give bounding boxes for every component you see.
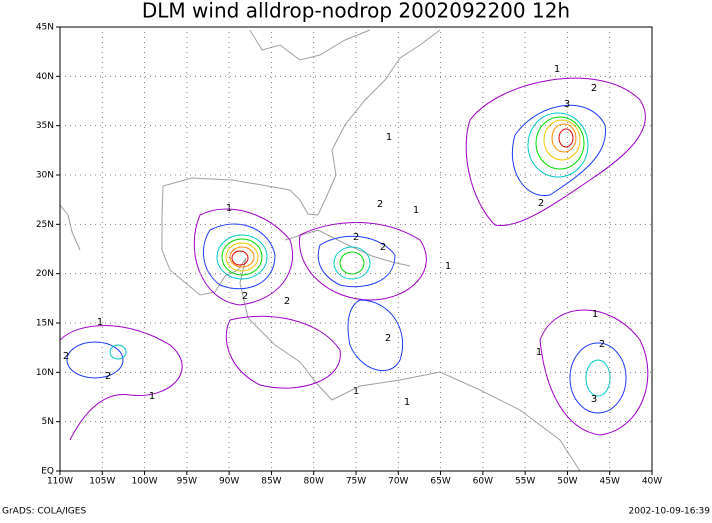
contour-label: 1 [226, 203, 232, 214]
contour-label: 2 [377, 199, 383, 210]
contour-label: 2 [591, 83, 597, 94]
lon-label: 80W [304, 477, 324, 487]
title: DLM wind alldrop-nodrop 2002092200 12h [142, 0, 570, 23]
contour [339, 251, 365, 275]
lon-label: 75W [346, 477, 366, 487]
contour [225, 242, 259, 272]
coastline [249, 29, 371, 61]
lon-label: 90W [219, 477, 239, 487]
lon-label: 60W [473, 477, 493, 487]
contour [225, 315, 341, 389]
contours [59, 77, 649, 441]
contour-label: 2 [538, 198, 544, 209]
contour [193, 208, 294, 306]
coastline [59, 204, 81, 251]
footer-left: GrADS: COLA/IGES [2, 507, 86, 517]
lon-label: 65W [430, 477, 450, 487]
lon-label: 40W [642, 477, 662, 487]
lat-label: 15N [36, 319, 54, 329]
contour [221, 238, 263, 276]
contour [535, 116, 585, 170]
contour [527, 112, 589, 178]
contour [551, 123, 577, 153]
contour-label: 2 [242, 291, 248, 302]
contour [465, 77, 646, 227]
contour [543, 119, 581, 161]
lat-label: 5N [42, 417, 54, 427]
contour [229, 246, 255, 268]
contour-label: 1 [554, 64, 560, 75]
contour [539, 309, 649, 436]
lon-label: 85W [261, 477, 281, 487]
contour-label: 2 [380, 242, 386, 253]
contour-label: 2 [63, 351, 69, 362]
footer-right: 2002-10-09-16:39 [629, 507, 711, 517]
contour [347, 299, 404, 372]
lon-label: 50W [557, 477, 577, 487]
coastline [161, 29, 441, 401]
lat-label: 25N [36, 220, 54, 230]
contour-label: 1 [404, 397, 410, 408]
contour [59, 325, 183, 441]
lat-label: 10N [36, 368, 54, 378]
lon-label: 95W [177, 477, 197, 487]
contour-label: 3 [564, 99, 570, 110]
lon-label: 110W [47, 477, 73, 487]
contour-label: 1 [413, 205, 419, 216]
contour-label: 1 [353, 386, 359, 397]
contour-label: 2 [385, 333, 391, 344]
coastline [331, 371, 581, 472]
lat-label: 40N [36, 72, 54, 82]
contour [511, 104, 607, 196]
contour-label: 2 [284, 296, 290, 307]
contour-label: 1 [536, 347, 542, 358]
contour [317, 235, 396, 288]
contour-label: 1 [149, 391, 155, 402]
lat-label: 45N [36, 23, 54, 33]
coastline [284, 229, 411, 267]
contour-label: 1 [592, 309, 598, 320]
contour [569, 342, 627, 414]
contour [109, 344, 127, 360]
contour-label: 1 [445, 261, 451, 272]
contour-label: 2 [105, 371, 111, 382]
lon-label: 105W [89, 477, 115, 487]
contour [585, 359, 611, 397]
contour [231, 250, 249, 266]
lat-label: 30N [36, 171, 54, 181]
contour [558, 128, 574, 148]
contour-label: 3 [591, 394, 597, 405]
contour [216, 234, 268, 280]
lon-label: 70W [388, 477, 408, 487]
lon-label: 100W [132, 477, 158, 487]
lat-label: EQ [41, 467, 54, 477]
contour [299, 222, 427, 301]
contour-label: 2 [599, 339, 605, 350]
lat-label: 20N [36, 269, 54, 279]
lat-label: 35N [36, 121, 54, 131]
contour-label: 1 [386, 132, 392, 143]
contour-labels: 1 1 1 2 3 2 1 2 2 2 1 2 2 1 2 2 1 2 3 1 … [63, 64, 605, 408]
contour [333, 246, 371, 280]
contour [202, 223, 276, 290]
lon-label: 45W [600, 477, 620, 487]
contour [66, 341, 124, 379]
coastlines [59, 29, 581, 472]
lon-label: 55W [515, 477, 535, 487]
